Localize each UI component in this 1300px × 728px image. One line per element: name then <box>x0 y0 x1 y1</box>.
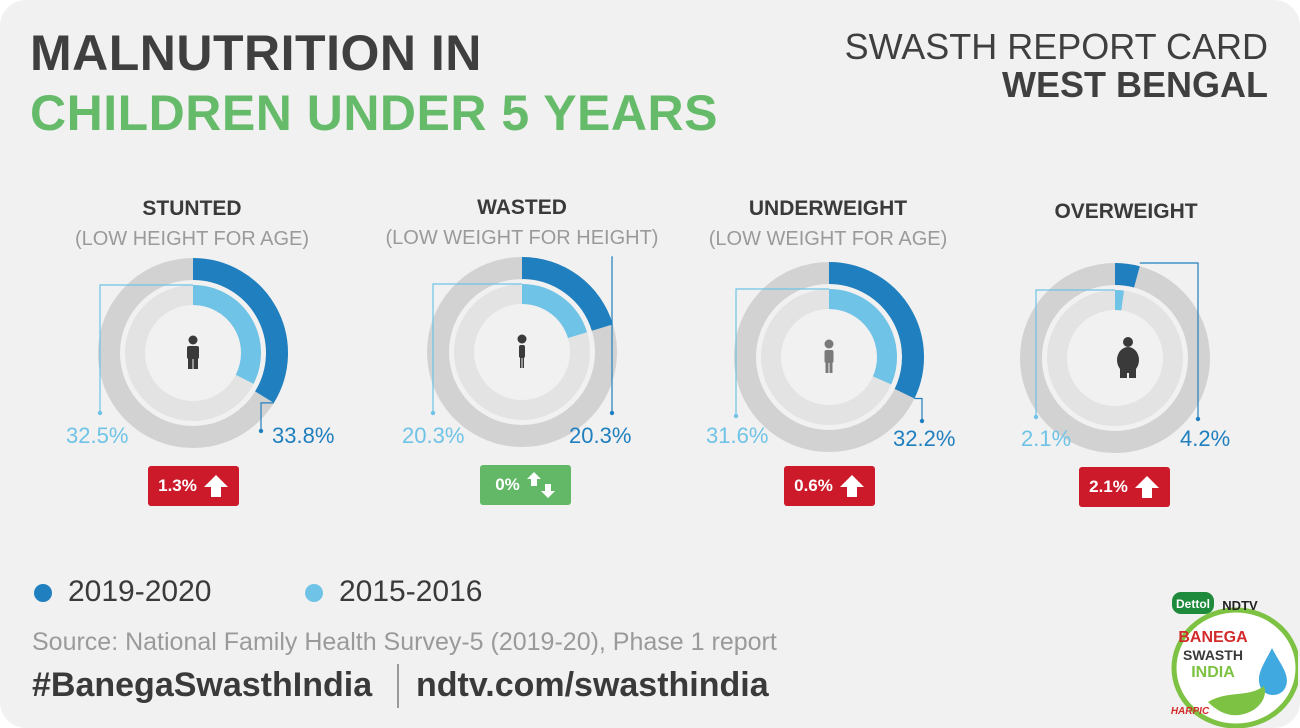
leader-dot-2019-2020-stunted <box>258 428 264 434</box>
change-value-overweight: 2.1% <box>1089 477 1128 496</box>
logo-line-swasth: SWASTH <box>1183 647 1243 663</box>
new-value-wasted: 20.3% <box>569 423 632 448</box>
source-note: Source: National Family Health Survey-5 … <box>32 628 777 656</box>
leader-dot-2015-2016-underweight <box>733 413 739 419</box>
title-line-2: CHILDREN UNDER 5 YEARS <box>30 85 718 141</box>
increase-arrow-icon <box>839 475 864 497</box>
panel-subtitle-underweight: (LOW WEIGHT FOR AGE) <box>708 228 948 250</box>
change-badge-overweight: 2.1% <box>1079 467 1170 507</box>
change-badge-underweight: 0.6% <box>784 466 875 506</box>
leader-dot-2015-2016-overweight <box>1033 414 1039 420</box>
harpic-text: HARPIC <box>1171 706 1210 717</box>
no-change-arrows-icon <box>526 472 555 498</box>
panel-title-stunted: STUNTED <box>142 197 242 220</box>
new-value-stunted: 33.8% <box>272 423 335 448</box>
old-value-overweight: 2.1% <box>1021 426 1072 451</box>
title-line-1: MALNUTRITION IN <box>30 25 482 81</box>
report-card-label: SWASTH REPORT CARD <box>844 26 1268 67</box>
leader-line-2015-2016-overweight <box>1035 289 1115 417</box>
increase-arrow-icon <box>1134 476 1159 498</box>
leader-dot-2019-2020-underweight <box>919 418 925 424</box>
logo-line-banega: BANEGA <box>1178 629 1248 646</box>
arc-2019-2020-overweight <box>1114 263 1140 288</box>
legend-dot-2015-2016 <box>305 584 323 602</box>
hashtag: #BanegaSwasthIndia <box>32 666 373 704</box>
arc-2015-2016-wasted <box>521 284 588 339</box>
arc-2019-2020-wasted <box>521 257 613 332</box>
arc-2015-2016-overweight <box>1114 290 1124 311</box>
arc-2019-2020-underweight <box>828 262 924 399</box>
state-name: WEST BENGAL <box>1002 64 1268 105</box>
leader-line-2015-2016-underweight <box>735 288 829 416</box>
leader-line-2019-2020-underweight <box>914 397 923 421</box>
dettol-text: Dettol <box>1176 597 1210 611</box>
leader-line-2015-2016-stunted <box>99 284 193 413</box>
arc-2019-2020-stunted <box>192 258 288 403</box>
old-value-underweight: 31.6% <box>706 423 769 448</box>
leader-dot-2019-2020-overweight <box>1195 416 1201 422</box>
heavy-child-icon <box>1117 337 1139 378</box>
legend-dot-2019-2020 <box>34 584 52 602</box>
hand-icon <box>1208 686 1266 716</box>
leader-line-2015-2016-wasted <box>432 283 522 413</box>
logo-line-india: INDIA <box>1191 664 1235 681</box>
new-value-underweight: 32.2% <box>893 426 956 451</box>
banega-swasth-india-logo: Dettol NDTV BANEGA SWASTH INDIA HARPIC <box>1171 592 1298 728</box>
change-value-stunted: 1.3% <box>158 476 197 495</box>
change-value-wasted: 0% <box>495 475 520 494</box>
small-child-icon <box>824 339 834 373</box>
dettol-badge <box>1172 592 1214 614</box>
leader-line-2019-2020-wasted <box>611 256 613 413</box>
ndtv-text: NDTV <box>1222 598 1258 613</box>
old-value-stunted: 32.5% <box>66 423 129 448</box>
change-badge-stunted: 1.3% <box>148 466 239 506</box>
old-value-wasted: 20.3% <box>402 423 465 448</box>
change-badge-wasted: 0% <box>480 465 571 505</box>
new-value-overweight: 4.2% <box>1180 426 1231 451</box>
arc-2015-2016-stunted <box>192 285 261 384</box>
increase-arrow-icon <box>203 475 228 497</box>
child-icon <box>187 335 199 369</box>
leader-line-2019-2020-stunted <box>260 402 274 431</box>
inner-ring-track-overweight <box>1047 290 1183 426</box>
legend-label-2015-2016: 2015-2016 <box>339 575 483 608</box>
panel-subtitle-stunted: (LOW HEIGHT FOR AGE) <box>74 228 310 250</box>
legend-label-2019-2020: 2019-2020 <box>68 575 212 608</box>
leader-dot-2019-2020-wasted <box>609 410 615 416</box>
leader-line-2019-2020-overweight <box>1139 262 1199 419</box>
panel-title-overweight: OVERWEIGHT <box>1054 200 1198 223</box>
footer-divider <box>397 664 399 708</box>
panel-title-underweight: UNDERWEIGHT <box>748 197 908 220</box>
arc-2015-2016-underweight <box>828 289 897 385</box>
change-value-underweight: 0.6% <box>794 476 833 495</box>
leader-dot-2015-2016-stunted <box>97 410 103 416</box>
thin-child-icon <box>517 334 527 368</box>
leader-dot-2015-2016-wasted <box>430 410 436 416</box>
water-drop-icon <box>1258 648 1287 695</box>
panel-subtitle-wasted: (LOW WEIGHT FOR HEIGHT) <box>385 227 659 249</box>
website-link[interactable]: ndtv.com/swasthindia <box>416 666 769 704</box>
panel-title-wasted: WASTED <box>477 196 567 219</box>
